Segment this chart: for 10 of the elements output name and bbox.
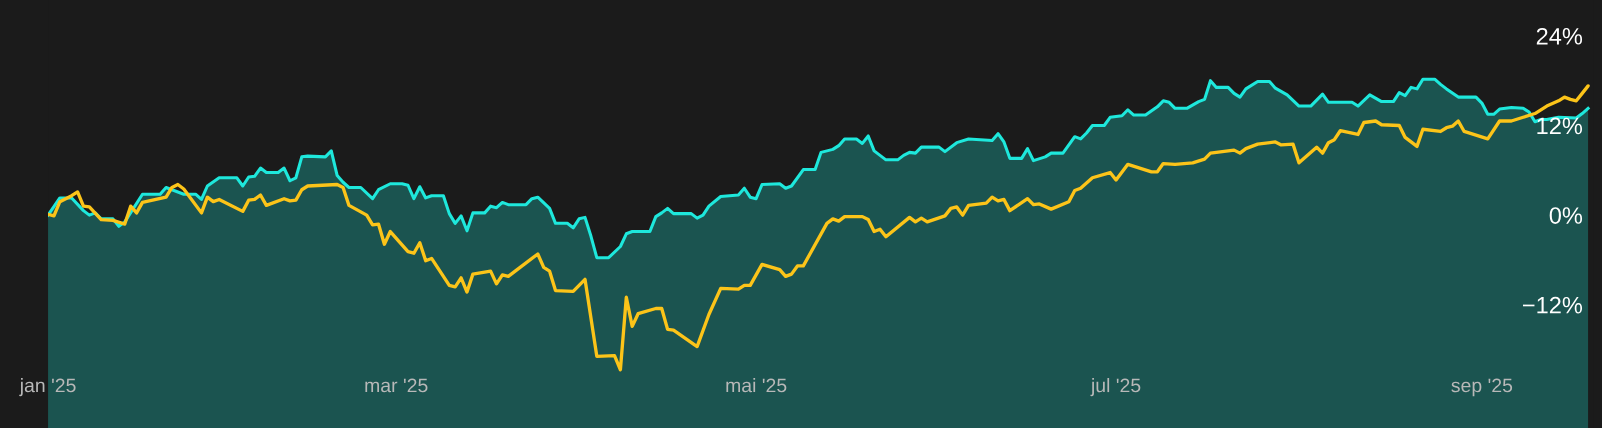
- line-series: [48, 84, 1590, 372]
- y-tick-label: 24%: [1536, 27, 1583, 45]
- x-tick-label: jan '25: [19, 378, 76, 397]
- y-tick-label: 12%: [1537, 117, 1583, 135]
- x-tick-label: mai '25: [726, 378, 787, 393]
- x-tick-label: jul '25: [1090, 378, 1141, 397]
- y-tick-label: 0%: [1549, 207, 1583, 224]
- x-tick-label: sep '25: [1451, 378, 1513, 397]
- x-tick-label: mar '25: [365, 378, 428, 393]
- y-tick-label: −12%: [1523, 296, 1583, 314]
